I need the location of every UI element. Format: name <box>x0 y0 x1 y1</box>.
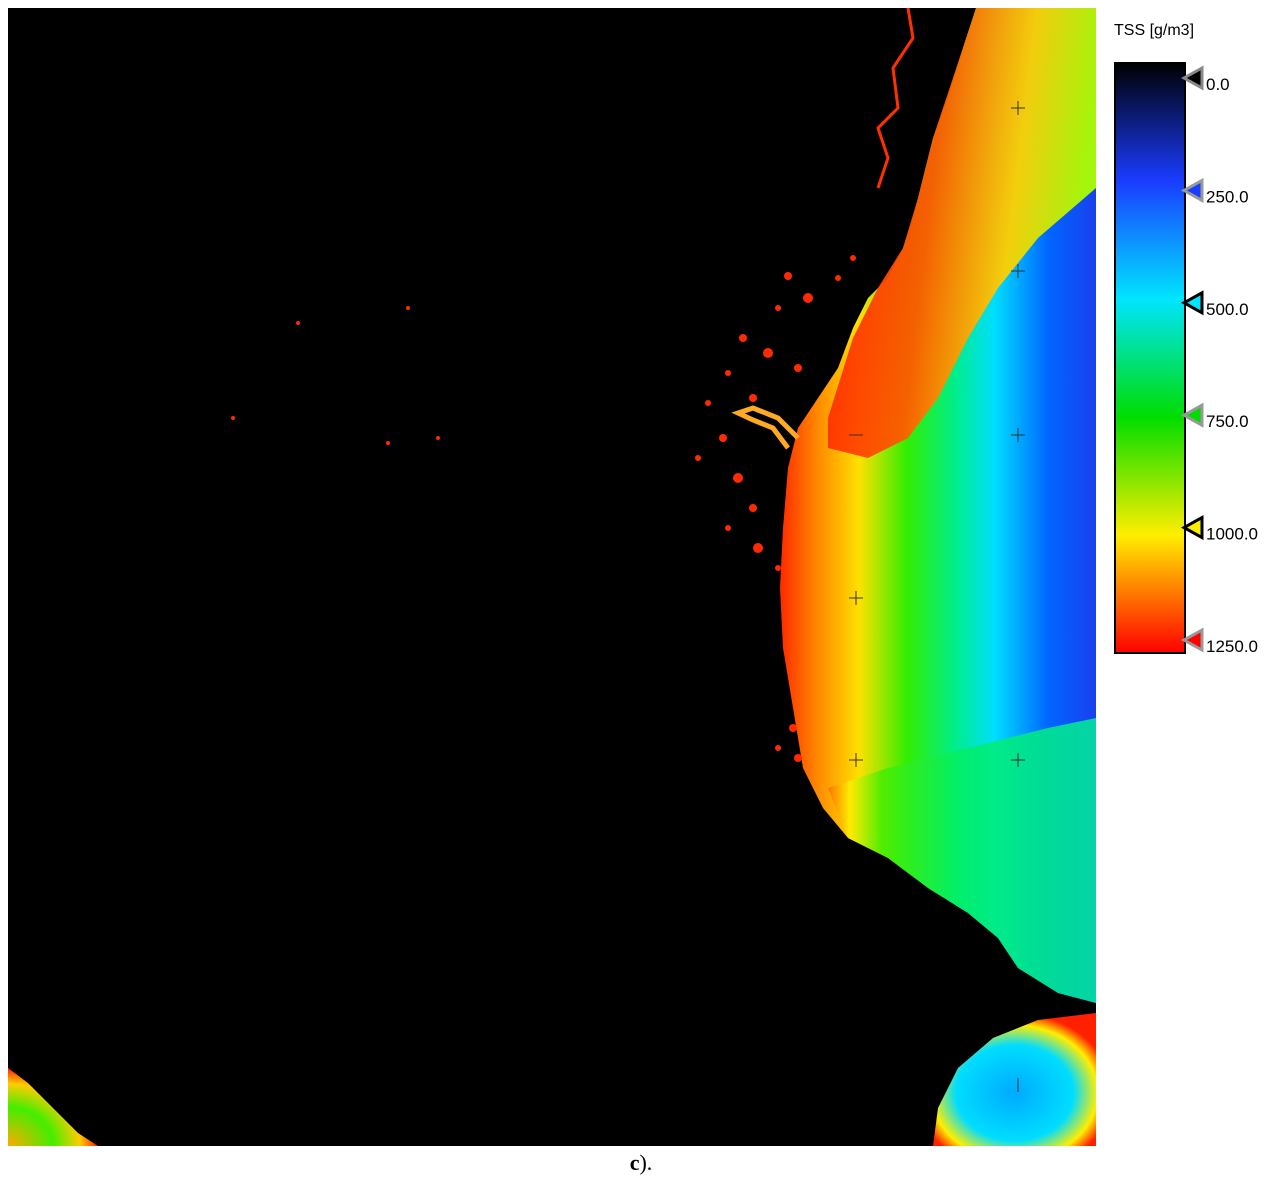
caption-letter: c <box>629 1150 640 1175</box>
tss-map <box>8 8 1096 1146</box>
estuary-channel <box>731 405 800 450</box>
colorbar-tick-label: 1000.0 <box>1206 525 1258 544</box>
figure-caption: c). <box>0 1150 1282 1176</box>
sea-south <box>828 718 1096 1003</box>
colorbar-marker <box>1180 177 1204 203</box>
bay-area <box>933 1013 1096 1146</box>
grid-marks <box>849 101 1025 1092</box>
colorbar-tick-label: 250.0 <box>1206 187 1249 206</box>
river-channel <box>876 8 915 189</box>
caption-suffix: ). <box>639 1150 653 1175</box>
colorbar-marker <box>1180 290 1204 316</box>
legend-title: TSS [g/m3] <box>1114 22 1195 39</box>
colorbar-marker <box>1180 402 1204 428</box>
sea-north <box>828 8 1096 458</box>
colorbar-tick-label: 500.0 <box>1206 300 1249 319</box>
colorbar-marker <box>1180 65 1204 91</box>
corner-area <box>8 1068 98 1146</box>
colorbar-tick-label: 1250.0 <box>1206 637 1258 656</box>
estuary-speckles <box>231 255 856 762</box>
colorbar-tick-label: 0.0 <box>1206 75 1230 94</box>
colorbar: 0.0 250.0 500.0 750.0 1000.0 1250.0 <box>1114 62 1258 656</box>
colorbar-gradient <box>1114 62 1186 654</box>
colorbar-tick-label: 750.0 <box>1206 412 1249 431</box>
colorbar-marker <box>1180 627 1204 653</box>
colorbar-marker <box>1180 515 1204 541</box>
